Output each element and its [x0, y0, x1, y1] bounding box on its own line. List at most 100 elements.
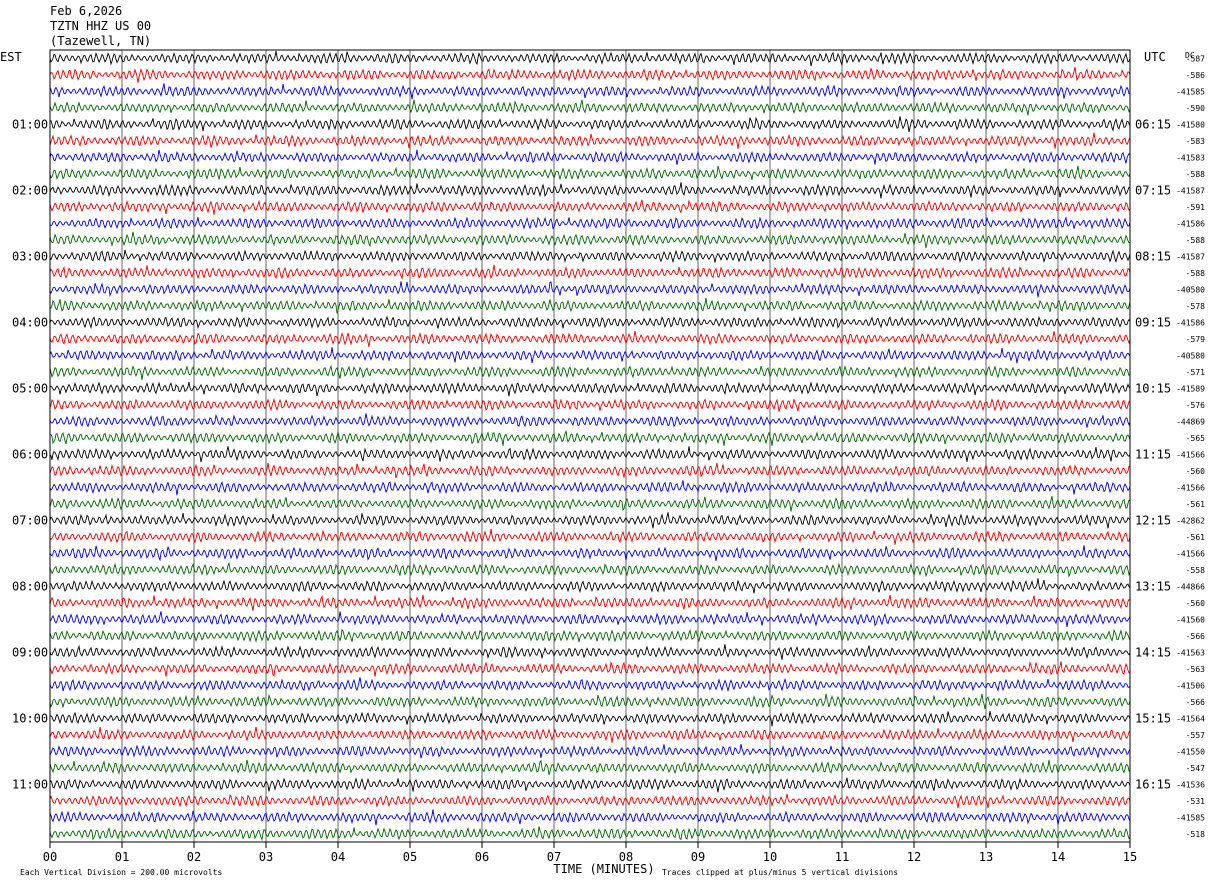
dc-offset-value: -579 — [1186, 335, 1205, 344]
dc-offset-value: -41560 — [1176, 615, 1205, 624]
left-hour-labels: 01:00 02:00 03:00 04:00 05:00 06:00 07:00 08:00… — [12, 117, 48, 791]
dc-offset-value: -41566 — [1176, 549, 1205, 558]
seismic-trace — [49, 777, 1131, 793]
left-hour-label: 09:00 — [12, 645, 48, 659]
seismic-trace — [49, 809, 1131, 826]
dc-offset-value: -42862 — [1176, 516, 1205, 525]
right-hour-label: 07:15 — [1135, 183, 1171, 197]
x-tick-label: 09 — [691, 850, 705, 864]
clip-note: Traces clipped at plus/minus 5 vertical … — [662, 868, 899, 877]
seismic-trace — [49, 759, 1131, 775]
seismic-trace — [49, 347, 1131, 364]
dc-offset-value: -558 — [1186, 566, 1205, 575]
seismic-trace — [49, 644, 1131, 660]
right-hour-label: 12:15 — [1135, 513, 1171, 527]
seismic-trace — [49, 793, 1131, 809]
plot-frame — [49, 49, 1131, 843]
seismic-trace — [49, 50, 1131, 67]
seismic-trace — [49, 561, 1131, 578]
dc-offset-value: -44869 — [1176, 417, 1205, 426]
right-hour-labels: 06:15 07:15 08:15 09:15 10:15 11:15 12:15 13:15… — [1135, 117, 1171, 791]
x-tick-label: 02 — [187, 850, 201, 864]
dc-offset-labels: -587 -586 -41585 -590 -41580 -583 -41583 -588 -4… — [1176, 54, 1205, 839]
left-hour-label: 10:00 — [12, 711, 48, 725]
dc-offset-value: -560 — [1186, 467, 1205, 476]
x-tick-label: 13 — [979, 850, 993, 864]
dc-offset-value: -560 — [1186, 599, 1205, 608]
dc-offset-value: -41566 — [1176, 483, 1205, 492]
seismic-trace — [49, 446, 1131, 463]
dc-offset-value: -557 — [1186, 731, 1205, 740]
dc-offset-value: -41587 — [1176, 186, 1205, 195]
seismic-trace — [49, 66, 1131, 83]
seismic-trace — [49, 826, 1131, 841]
left-hour-label: 01:00 — [12, 117, 48, 131]
seismic-trace — [49, 381, 1131, 397]
right-hour-label: 16:15 — [1135, 777, 1171, 791]
dc-offset-value: -531 — [1186, 797, 1205, 806]
dc-offset-value: -41586 — [1176, 318, 1205, 327]
x-axis-ticks: 00 01 02 03 04 05 06 07 08 09 10 11 12 13 14 15 — [43, 842, 1137, 864]
x-tick-label: 11 — [835, 850, 849, 864]
seismic-trace — [49, 660, 1131, 677]
dc-offset-value: -563 — [1186, 665, 1205, 674]
dc-offset-value: -565 — [1186, 434, 1205, 443]
dc-offset-value: -41563 — [1176, 648, 1205, 657]
minute-grid — [121, 50, 1059, 842]
right-hour-label: 09:15 — [1135, 315, 1171, 329]
dc-offset-value: -41566 — [1176, 450, 1205, 459]
station-code: TZTN HHZ US 00 — [50, 19, 152, 33]
seismic-trace — [49, 116, 1131, 133]
x-tick-label: 05 — [403, 850, 417, 864]
seismic-trace — [49, 693, 1131, 710]
dc-offset-value: -41583 — [1176, 153, 1205, 162]
left-hour-label: 02:00 — [12, 183, 48, 197]
right-hour-label: 14:15 — [1135, 645, 1171, 659]
seismic-trace — [49, 264, 1131, 280]
seismic-trace — [49, 397, 1131, 412]
x-tick-label: 01 — [115, 850, 129, 864]
x-tick-label: 00 — [43, 850, 57, 864]
dc-offset-value: -41589 — [1176, 384, 1205, 393]
dc-offset-value: -40580 — [1176, 285, 1205, 294]
seismic-trace — [49, 132, 1131, 149]
x-tick-label: 04 — [331, 850, 345, 864]
seismic-trace — [49, 165, 1131, 181]
seismic-trace — [49, 611, 1131, 627]
left-hour-label: 04:00 — [12, 315, 48, 329]
dc-offset-value: -588 — [1186, 269, 1205, 278]
left-hour-label: 06:00 — [12, 447, 48, 461]
seismic-trace — [49, 462, 1131, 479]
dc-offset-value: -41550 — [1176, 747, 1205, 756]
seismic-trace — [49, 480, 1131, 496]
dc-offset-value: -518 — [1186, 830, 1205, 839]
seismic-trace — [49, 249, 1131, 264]
seismic-trace — [49, 231, 1131, 248]
left-hour-label: 03:00 — [12, 249, 48, 263]
scale-note: Each Vertical Division = 200.00 microvol… — [20, 868, 223, 877]
seismic-trace — [49, 182, 1131, 199]
dc-offset-value: -586 — [1186, 71, 1205, 80]
seismic-traces — [49, 50, 1131, 841]
x-tick-label: 03 — [259, 850, 273, 864]
seismic-trace — [49, 711, 1131, 727]
x-tick-label: 12 — [907, 850, 921, 864]
dc-offset-value: -40580 — [1176, 351, 1205, 360]
dc-offset-value: -561 — [1186, 500, 1205, 509]
right-hour-label: 06:15 — [1135, 117, 1171, 131]
dc-offset-value: -41586 — [1176, 219, 1205, 228]
x-tick-label: 08 — [619, 850, 633, 864]
left-hour-label: 05:00 — [12, 381, 48, 395]
left-hour-label: 08:00 — [12, 579, 48, 593]
seismic-trace — [49, 199, 1131, 215]
dc-offset-value: -571 — [1186, 368, 1205, 377]
x-tick-label: 15 — [1123, 850, 1137, 864]
dc-offset-value: -41580 — [1176, 120, 1205, 129]
dc-offset-value: -591 — [1186, 203, 1205, 212]
seismic-trace — [49, 545, 1131, 562]
seismic-trace — [49, 528, 1131, 545]
seismic-trace — [49, 578, 1131, 594]
dc-offset-value: -41585 — [1176, 87, 1205, 96]
left-hour-label: 11:00 — [12, 777, 48, 791]
